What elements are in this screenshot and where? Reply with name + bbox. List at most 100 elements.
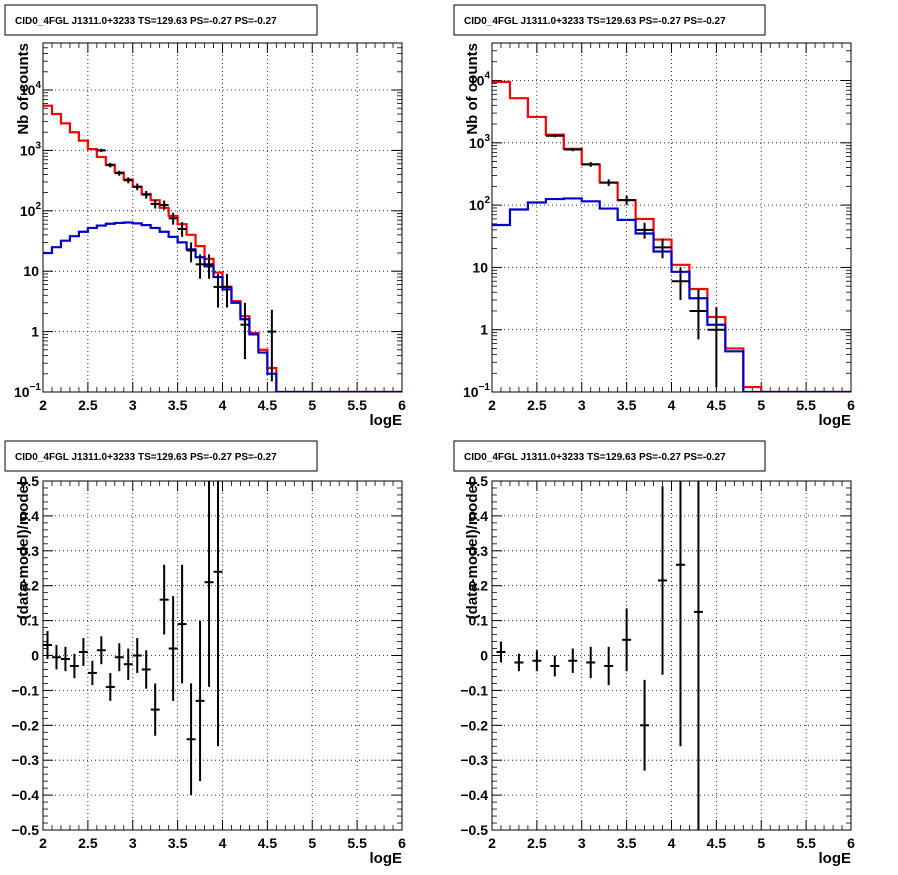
title-frame xyxy=(4,440,318,472)
y-tick-label: 1 xyxy=(480,322,488,338)
y-tick-label: 0.5 xyxy=(20,473,40,489)
data-point xyxy=(267,309,277,382)
histogram-series-2 xyxy=(492,197,851,392)
histogram-series-1 xyxy=(43,104,402,392)
chart-panel-4: CID0_4FGL J1311.0+3233 TS=129.63 PS=-0.2… xyxy=(453,440,855,867)
data-point xyxy=(150,199,160,209)
histogram-series-1 xyxy=(492,80,851,392)
data-point xyxy=(51,645,61,670)
title-frame xyxy=(453,440,766,472)
y-tick-label: 104 xyxy=(469,71,491,89)
x-tick-label: 5 xyxy=(757,397,765,413)
x-tick-label: 3.5 xyxy=(617,397,637,413)
data-point xyxy=(204,481,214,687)
data-point xyxy=(563,147,582,152)
data-point xyxy=(177,564,187,684)
x-tick-label: 5 xyxy=(308,835,316,851)
x-tick-label: 6 xyxy=(847,397,855,413)
chart-panel-2: CID0_4FGL J1311.0+3233 TS=129.63 PS=-0.2… xyxy=(453,4,855,429)
data-point xyxy=(213,273,223,308)
y-tick-label: 0.1 xyxy=(20,613,40,629)
data-point xyxy=(213,481,223,747)
data-point xyxy=(132,638,142,673)
y-tick-label: 104 xyxy=(20,80,42,98)
data-point xyxy=(622,608,632,672)
y-axis-label: (data-model)/model xyxy=(15,481,32,619)
chart-panel-1: CID0_4FGL J1311.0+3233 TS=129.63 PS=-0.2… xyxy=(4,4,406,429)
data-point xyxy=(96,148,106,153)
y-tick-label: 10−1 xyxy=(463,382,490,400)
data-point xyxy=(186,683,196,796)
data-point xyxy=(141,650,151,689)
data-point xyxy=(195,254,205,279)
data-point xyxy=(545,134,564,138)
plot-frame xyxy=(42,480,403,831)
data-point xyxy=(581,162,600,167)
data-point xyxy=(640,679,650,771)
data-point xyxy=(675,481,685,747)
x-tick-label: 6 xyxy=(398,835,406,851)
y-tick-label: −0.1 xyxy=(460,682,488,698)
data-point xyxy=(617,195,636,206)
data-point xyxy=(114,170,124,176)
data-point xyxy=(43,631,52,659)
data-point xyxy=(204,254,214,279)
y-tick-label: 0 xyxy=(31,648,39,664)
x-tick-label: 3 xyxy=(578,397,586,413)
y-tick-label: 0.3 xyxy=(469,543,489,559)
data-point xyxy=(123,177,133,184)
x-tick-label: 5 xyxy=(308,397,316,413)
data-point xyxy=(114,643,124,672)
x-tick-label: 4.5 xyxy=(258,397,278,413)
data-point xyxy=(195,620,205,782)
data-point xyxy=(168,212,178,225)
x-tick-label: 5.5 xyxy=(796,835,816,851)
y-tick-label: 102 xyxy=(20,201,42,219)
data-point xyxy=(69,653,79,679)
data-point xyxy=(550,655,560,677)
data-point xyxy=(105,672,115,701)
y-tick-label: −0.2 xyxy=(11,717,39,733)
data-point xyxy=(586,646,596,679)
x-tick-label: 2.5 xyxy=(78,835,98,851)
y-tick-label: −0.3 xyxy=(460,752,488,768)
x-tick-label: 4 xyxy=(219,397,227,413)
data-point xyxy=(132,183,142,191)
chart-title: CID0_4FGL J1311.0+3233 TS=129.63 PS=-0.2… xyxy=(15,16,277,27)
y-tick-label: 0.5 xyxy=(469,473,489,489)
x-axis-label: logE xyxy=(370,850,403,867)
y-tick-label: 0 xyxy=(480,648,488,664)
x-tick-label: 5 xyxy=(757,835,765,851)
data-point xyxy=(671,267,690,300)
data-point xyxy=(159,200,169,210)
y-tick-label: −0.1 xyxy=(11,682,39,698)
y-tick-label: 0.1 xyxy=(469,613,489,629)
data-point xyxy=(604,646,614,686)
y-tick-label: −0.3 xyxy=(11,752,39,768)
x-tick-label: 3.5 xyxy=(168,835,188,851)
y-tick-label: −0.4 xyxy=(460,787,488,803)
data-point xyxy=(707,307,726,388)
data-point xyxy=(177,222,187,237)
chart-title: CID0_4FGL J1311.0+3233 TS=129.63 PS=-0.2… xyxy=(464,16,726,27)
y-tick-label: 103 xyxy=(20,140,42,158)
chart-title-box: CID0_4FGL J1311.0+3233 TS=129.63 PS=-0.2… xyxy=(4,4,318,36)
x-tick-label: 6 xyxy=(398,397,406,413)
y-axis-label: (data-model)/model xyxy=(464,481,481,619)
data-point xyxy=(658,486,668,675)
x-tick-label: 2.5 xyxy=(527,397,547,413)
title-frame xyxy=(453,4,766,36)
data-point xyxy=(123,648,133,680)
x-tick-label: 4 xyxy=(219,835,227,851)
x-tick-label: 4 xyxy=(668,835,676,851)
data-point xyxy=(222,273,232,308)
plot-frame xyxy=(42,42,403,393)
data-point xyxy=(496,641,506,663)
x-tick-label: 2.5 xyxy=(78,397,98,413)
y-axis-label: Nb of counts xyxy=(464,43,481,135)
y-tick-label: 10 xyxy=(23,263,39,279)
y-tick-label: 0.4 xyxy=(469,508,489,524)
chart-title-box: CID0_4FGL J1311.0+3233 TS=129.63 PS=-0.2… xyxy=(4,440,318,472)
x-tick-label: 4.5 xyxy=(707,835,727,851)
